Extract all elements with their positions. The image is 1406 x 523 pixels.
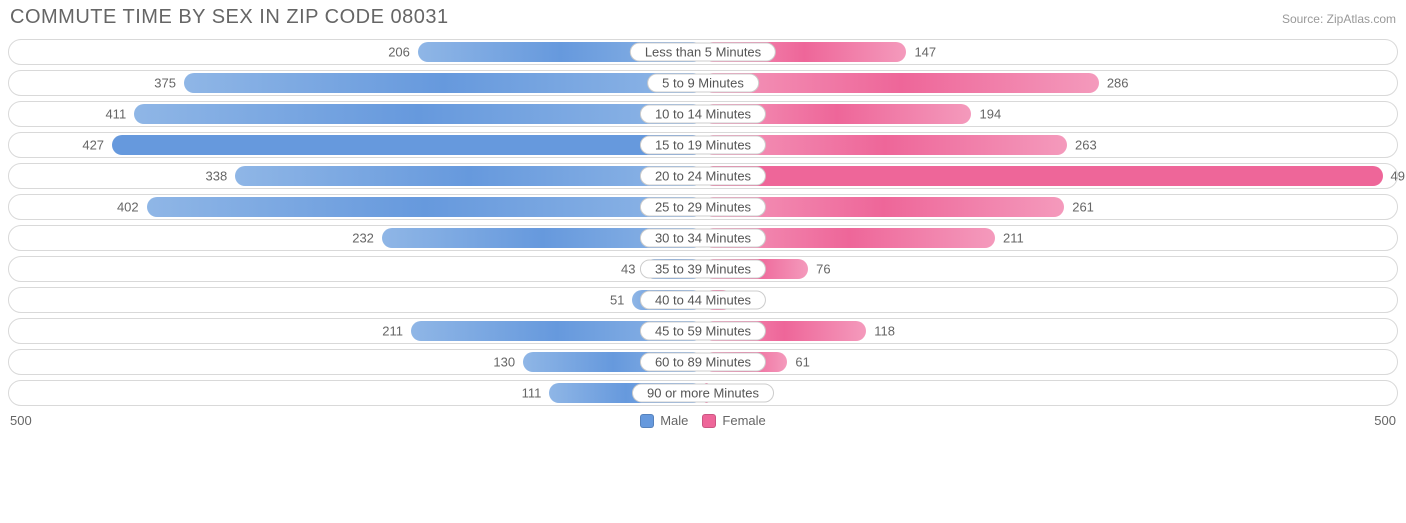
chart-header: COMMUTE TIME BY SEX IN ZIP CODE 08031 So… <box>8 6 1398 39</box>
chart-source: Source: ZipAtlas.com <box>1282 12 1396 26</box>
value-male: 43 <box>621 262 635 277</box>
commute-chart: COMMUTE TIME BY SEX IN ZIP CODE 08031 So… <box>0 0 1406 432</box>
value-female: 286 <box>1107 76 1129 91</box>
value-female: 211 <box>1003 231 1024 246</box>
value-male: 338 <box>206 169 228 184</box>
category-label: 10 to 14 Minutes <box>640 105 766 124</box>
chart-row: 130 61 60 to 89 Minutes <box>8 349 1398 375</box>
category-label: 5 to 9 Minutes <box>647 74 759 93</box>
bar-female <box>703 73 1099 93</box>
category-label: Less than 5 Minutes <box>630 43 776 62</box>
value-male: 402 <box>117 200 139 215</box>
category-label: 25 to 29 Minutes <box>640 198 766 217</box>
value-female: 147 <box>914 45 936 60</box>
value-female: 61 <box>795 355 809 370</box>
legend-swatch-male <box>640 414 654 428</box>
category-label: 90 or more Minutes <box>632 384 774 403</box>
bar-female <box>703 166 1383 186</box>
chart-row: 427 263 15 to 19 Minutes <box>8 132 1398 158</box>
value-female: 261 <box>1072 200 1094 215</box>
legend-label-female: Female <box>722 413 765 428</box>
value-male: 427 <box>82 138 104 153</box>
axis-right-max: 500 <box>1374 413 1396 428</box>
chart-row: 211 118 45 to 59 Minutes <box>8 318 1398 344</box>
value-male: 211 <box>382 324 403 339</box>
chart-row: 512240 to 44 Minutes <box>8 287 1398 313</box>
chart-row: 232 211 30 to 34 Minutes <box>8 225 1398 251</box>
chart-row: 111590 or more Minutes <box>8 380 1398 406</box>
value-female: 491 <box>1391 169 1406 184</box>
value-male: 411 <box>105 107 126 122</box>
chart-rows: 206 147 Less than 5 Minutes 375 286 5 to 9 Mi… <box>8 39 1398 406</box>
legend-swatch-female <box>702 414 716 428</box>
category-label: 35 to 39 Minutes <box>640 260 766 279</box>
chart-row: 411 194 10 to 14 Minutes <box>8 101 1398 127</box>
category-label: 20 to 24 Minutes <box>640 167 766 186</box>
category-label: 30 to 34 Minutes <box>640 229 766 248</box>
legend-label-male: Male <box>660 413 688 428</box>
chart-row: 33849120 to 24 Minutes <box>8 163 1398 189</box>
value-male: 51 <box>610 293 624 308</box>
bar-male <box>235 166 703 186</box>
category-label: 45 to 59 Minutes <box>640 322 766 341</box>
axis-left-max: 500 <box>10 413 32 428</box>
bar-male <box>112 135 703 155</box>
value-female: 76 <box>816 262 830 277</box>
legend-item-male: Male <box>640 413 688 428</box>
value-female: 118 <box>874 324 895 339</box>
value-male: 232 <box>352 231 374 246</box>
chart-row: 375 286 5 to 9 Minutes <box>8 70 1398 96</box>
chart-row: 402 261 25 to 29 Minutes <box>8 194 1398 220</box>
value-female: 194 <box>979 107 1001 122</box>
chart-row: 206 147 Less than 5 Minutes <box>8 39 1398 65</box>
chart-row: 43 76 35 to 39 Minutes <box>8 256 1398 282</box>
chart-title: COMMUTE TIME BY SEX IN ZIP CODE 08031 <box>10 6 449 29</box>
value-male: 130 <box>493 355 515 370</box>
value-male: 206 <box>388 45 410 60</box>
legend-item-female: Female <box>702 413 765 428</box>
value-male: 111 <box>522 386 542 401</box>
chart-footer: 500 Male Female 500 <box>8 411 1398 428</box>
category-label: 15 to 19 Minutes <box>640 136 766 155</box>
bar-male <box>134 104 703 124</box>
bar-male <box>147 197 703 217</box>
bar-male <box>184 73 703 93</box>
value-female: 263 <box>1075 138 1097 153</box>
value-male: 375 <box>154 76 176 91</box>
legend: Male Female <box>640 413 766 428</box>
category-label: 60 to 89 Minutes <box>640 353 766 372</box>
category-label: 40 to 44 Minutes <box>640 291 766 310</box>
